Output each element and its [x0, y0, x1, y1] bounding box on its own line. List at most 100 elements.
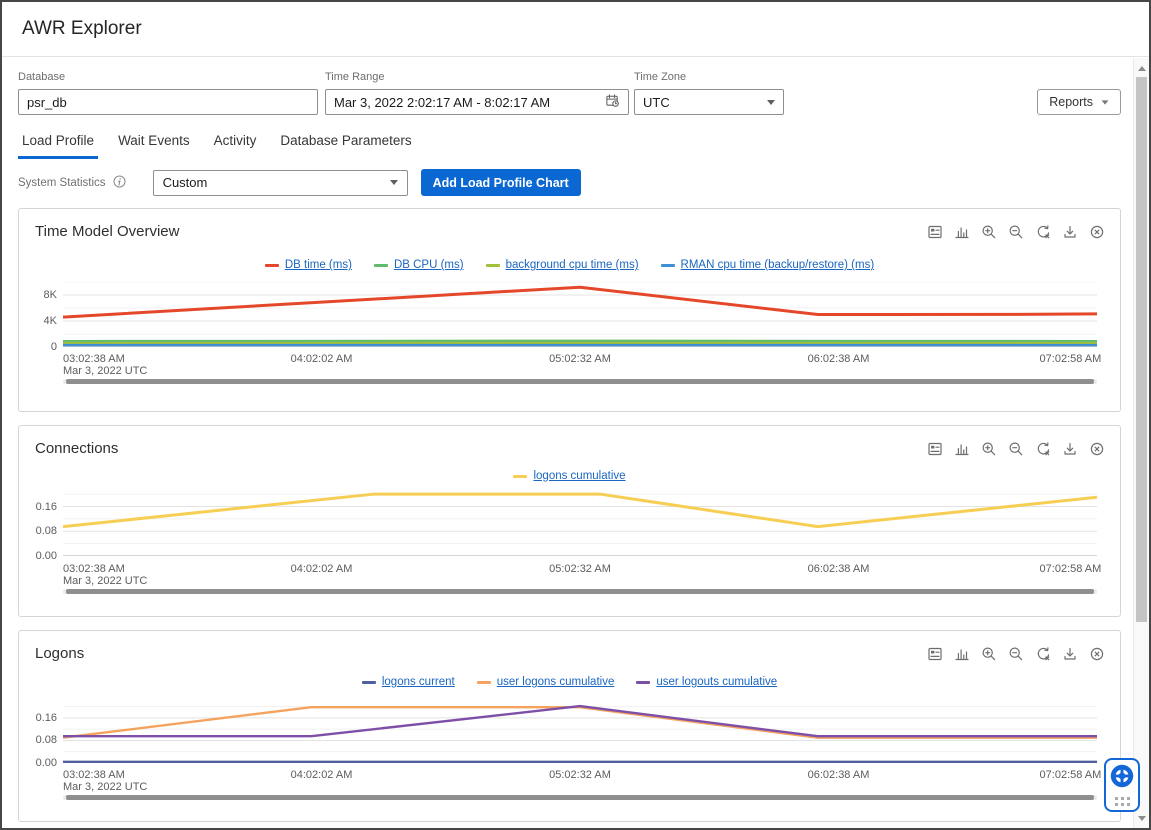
chart-panel-time-model-overview: Time Model Overview DB time (ms) DB CPU (m…	[18, 208, 1121, 412]
main-content: Database psr_db Time Range Mar 3, 2022 2…	[2, 58, 1133, 828]
y-axis-tick-label: 4K	[43, 315, 57, 327]
scroll-up-arrow-icon[interactable]	[1134, 60, 1149, 76]
x-axis-tick-label: 07:02:58 AM	[1039, 563, 1102, 575]
tab-activity[interactable]: Activity	[213, 133, 257, 148]
legend-label[interactable]: logons cumulative	[533, 470, 626, 482]
life-ring-icon[interactable]	[1109, 763, 1135, 794]
legend-label[interactable]: RMAN cpu time (backup/restore) (ms)	[680, 259, 875, 271]
legend-item-background-cpu-time-ms[interactable]: background cpu time (ms)	[485, 259, 639, 271]
legend-item-user-logouts-cumulative[interactable]: user logouts cumulative	[636, 676, 777, 688]
table-view-icon[interactable]	[924, 438, 945, 459]
tab-bar: Load Profile Wait Events Activity Database …	[18, 126, 1121, 159]
legend-label[interactable]: background cpu time (ms)	[505, 259, 639, 271]
legend-item-db-cpu-ms[interactable]: DB CPU (ms)	[373, 259, 464, 271]
chart-horizontal-scrollbar[interactable]	[63, 379, 1097, 384]
plot-area[interactable]	[63, 701, 1097, 763]
series-line-user-logouts-cumulative[interactable]	[63, 706, 1097, 736]
app-header: AWR Explorer	[2, 2, 1149, 57]
time-zone-label: Time Zone	[634, 71, 687, 83]
zoom-out-icon[interactable]	[1005, 221, 1026, 242]
database-field: Database psr_db	[18, 71, 318, 115]
remove-chart-icon[interactable]	[1086, 221, 1107, 242]
page-title: AWR Explorer	[22, 18, 142, 39]
chevron-down-icon	[767, 99, 775, 105]
reset-zoom-icon[interactable]	[1032, 221, 1053, 242]
chart-horizontal-scrollbar[interactable]	[63, 795, 1097, 800]
scroll-down-arrow-icon[interactable]	[1134, 810, 1149, 826]
legend-label[interactable]: DB CPU (ms)	[393, 259, 464, 271]
zoom-out-icon[interactable]	[1005, 643, 1026, 664]
vertical-scrollbar[interactable]	[1133, 58, 1149, 828]
chart-scrollbar-thumb[interactable]	[66, 589, 1094, 594]
time-range-input[interactable]: Mar 3, 2022 2:02:17 AM - 8:02:17 AM	[325, 89, 629, 115]
x-axis-tick-label: 05:02:32 AM	[549, 769, 611, 781]
tab-database-parameters[interactable]: Database Parameters	[280, 133, 412, 148]
plot-area[interactable]	[63, 282, 1097, 347]
database-input[interactable]: psr_db	[18, 89, 318, 115]
x-axis-tick-label: 04:02:02 AM	[290, 769, 353, 781]
chart-scrollbar-thumb[interactable]	[66, 379, 1094, 384]
table-view-icon[interactable]	[924, 221, 945, 242]
download-icon[interactable]	[1059, 643, 1080, 664]
x-axis-tick-label: 04:02:02 AM	[290, 353, 353, 365]
legend-item-user-logons-cumulative[interactable]: user logons cumulative	[476, 676, 615, 688]
legend-label[interactable]: user logons cumulative	[496, 676, 615, 688]
chart-title: Time Model Overview	[35, 223, 180, 240]
drag-handle-dots-icon[interactable]	[1114, 797, 1130, 806]
series-line-user-logons-cumulative[interactable]	[63, 707, 1097, 737]
download-icon[interactable]	[1059, 221, 1080, 242]
download-icon[interactable]	[1059, 438, 1080, 459]
legend-label[interactable]: DB time (ms)	[284, 259, 352, 271]
legend-label[interactable]: user logouts cumulative	[656, 676, 778, 688]
reset-zoom-icon[interactable]	[1032, 643, 1053, 664]
table-view-icon[interactable]	[924, 643, 945, 664]
statistics-dropdown[interactable]: Custom	[152, 169, 408, 196]
series-line-db-time-ms[interactable]	[63, 287, 1097, 317]
zoom-in-icon[interactable]	[978, 643, 999, 664]
x-axis-tick-label: 06:02:38 AM	[807, 353, 870, 365]
series-line-logons-cumulative[interactable]	[63, 494, 1097, 526]
legend-label[interactable]: logons current	[381, 676, 455, 688]
remove-chart-icon[interactable]	[1086, 643, 1107, 664]
y-axis-tick-label: 0.00	[35, 757, 57, 769]
remove-chart-icon[interactable]	[1086, 438, 1107, 459]
legend-item-db-time-ms[interactable]: DB time (ms)	[264, 259, 352, 271]
reset-zoom-icon[interactable]	[1032, 438, 1053, 459]
legend-item-logons-cumulative[interactable]: logons cumulative	[513, 470, 626, 482]
chart-legend: logons cumulative	[19, 470, 1120, 482]
system-statistics-label: System Statistics	[18, 176, 106, 189]
add-load-profile-chart-button[interactable]: Add Load Profile Chart	[420, 169, 581, 196]
bar-chart-icon[interactable]	[951, 438, 972, 459]
reports-button[interactable]: Reports	[1037, 89, 1121, 115]
time-range-field: Time Range Mar 3, 2022 2:02:17 AM - 8:02…	[325, 71, 629, 115]
tab-wait-events[interactable]: Wait Events	[118, 133, 190, 148]
chart-horizontal-scrollbar[interactable]	[63, 589, 1097, 594]
chart-scrollbar-thumb[interactable]	[66, 795, 1094, 800]
tab-load-profile[interactable]: Load Profile	[18, 126, 99, 159]
x-axis-tick-label: 05:02:32 AM	[549, 353, 611, 365]
y-axis-tick-label: 0.08	[35, 525, 57, 538]
chart-legend: logons current user logons cumulative user…	[19, 676, 1120, 688]
zoom-in-icon[interactable]	[978, 221, 999, 242]
database-value: psr_db	[27, 94, 67, 110]
legend-item-logons-current[interactable]: logons current	[361, 676, 455, 688]
scrollbar-thumb[interactable]	[1136, 77, 1147, 622]
plot-area[interactable]	[63, 488, 1097, 556]
bar-chart-icon[interactable]	[951, 643, 972, 664]
help-widget[interactable]	[1104, 758, 1140, 812]
x-axis-subtitle: Mar 3, 2022 UTC	[63, 575, 148, 587]
statistics-dropdown-value: Custom	[162, 175, 208, 190]
x-axis-tick-label: 06:02:38 AM	[807, 563, 870, 575]
chart-panel-connections: Connections logons cumulative 0.16 0.08 0.00…	[18, 425, 1121, 617]
x-axis-labels: 03:02:38 AM 04:02:02 AM 05:02:32 AM 06:02:3…	[63, 353, 1101, 381]
legend-item-rman-cpu-time-backup-restore-ms[interactable]: RMAN cpu time (backup/restore) (ms)	[660, 259, 875, 271]
zoom-out-icon[interactable]	[1005, 438, 1026, 459]
y-axis-tick-label: 0	[50, 341, 57, 353]
calendar-clock-icon[interactable]	[605, 93, 620, 111]
chevron-down-icon	[1101, 99, 1109, 105]
time-zone-select[interactable]: UTC	[634, 89, 784, 115]
zoom-in-icon[interactable]	[978, 438, 999, 459]
time-range-label: Time Range	[325, 71, 385, 83]
info-icon[interactable]	[112, 174, 127, 192]
bar-chart-icon[interactable]	[951, 221, 972, 242]
